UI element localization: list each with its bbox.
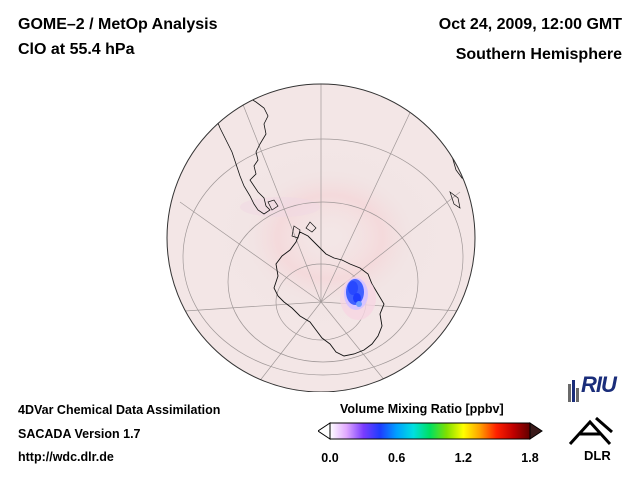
dlr-logo: DLR [584, 448, 611, 463]
colorbar-tick-label: 1.2 [454, 451, 473, 465]
colorbar-title: Volume Mixing Ratio [ppbv] [340, 402, 504, 416]
colorbar [318, 422, 543, 440]
colorbar-under-arrow [318, 422, 331, 440]
coastline-south-america [215, 95, 271, 215]
coastline-antarctica [273, 231, 385, 357]
colorbar-gradient [329, 422, 531, 440]
colorbar-over-arrow [529, 422, 543, 440]
riu-logo-icon [568, 378, 580, 407]
riu-logo: RIU [581, 372, 617, 397]
footer-url[interactable]: http://wdc.dlr.de [18, 450, 114, 464]
clo-background-band [180, 122, 475, 362]
graticule [169, 84, 475, 388]
colorbar-tick-label: 0.0 [321, 451, 339, 465]
colorbar-tick-label: 1.8 [521, 451, 539, 465]
footer-version: SACADA Version 1.7 [18, 427, 141, 441]
map-hemisphere: Southern Hemisphere [455, 46, 622, 63]
globe-outline [166, 83, 476, 392]
clo-enhancement [340, 276, 376, 320]
dlr-logo-icon [568, 416, 613, 446]
colorbar-tick-label: 0.6 [387, 451, 406, 465]
map-date: Oct 24, 2009, 12:00 GMT [438, 16, 622, 33]
map-subtitle-species: ClO at 55.4 hPa [18, 41, 135, 58]
footer-assimilation: 4DVar Chemical Data Assimilation [18, 403, 221, 417]
map-title: GOME–2 / MetOp Analysis [18, 16, 218, 33]
polar-map [166, 83, 476, 392]
